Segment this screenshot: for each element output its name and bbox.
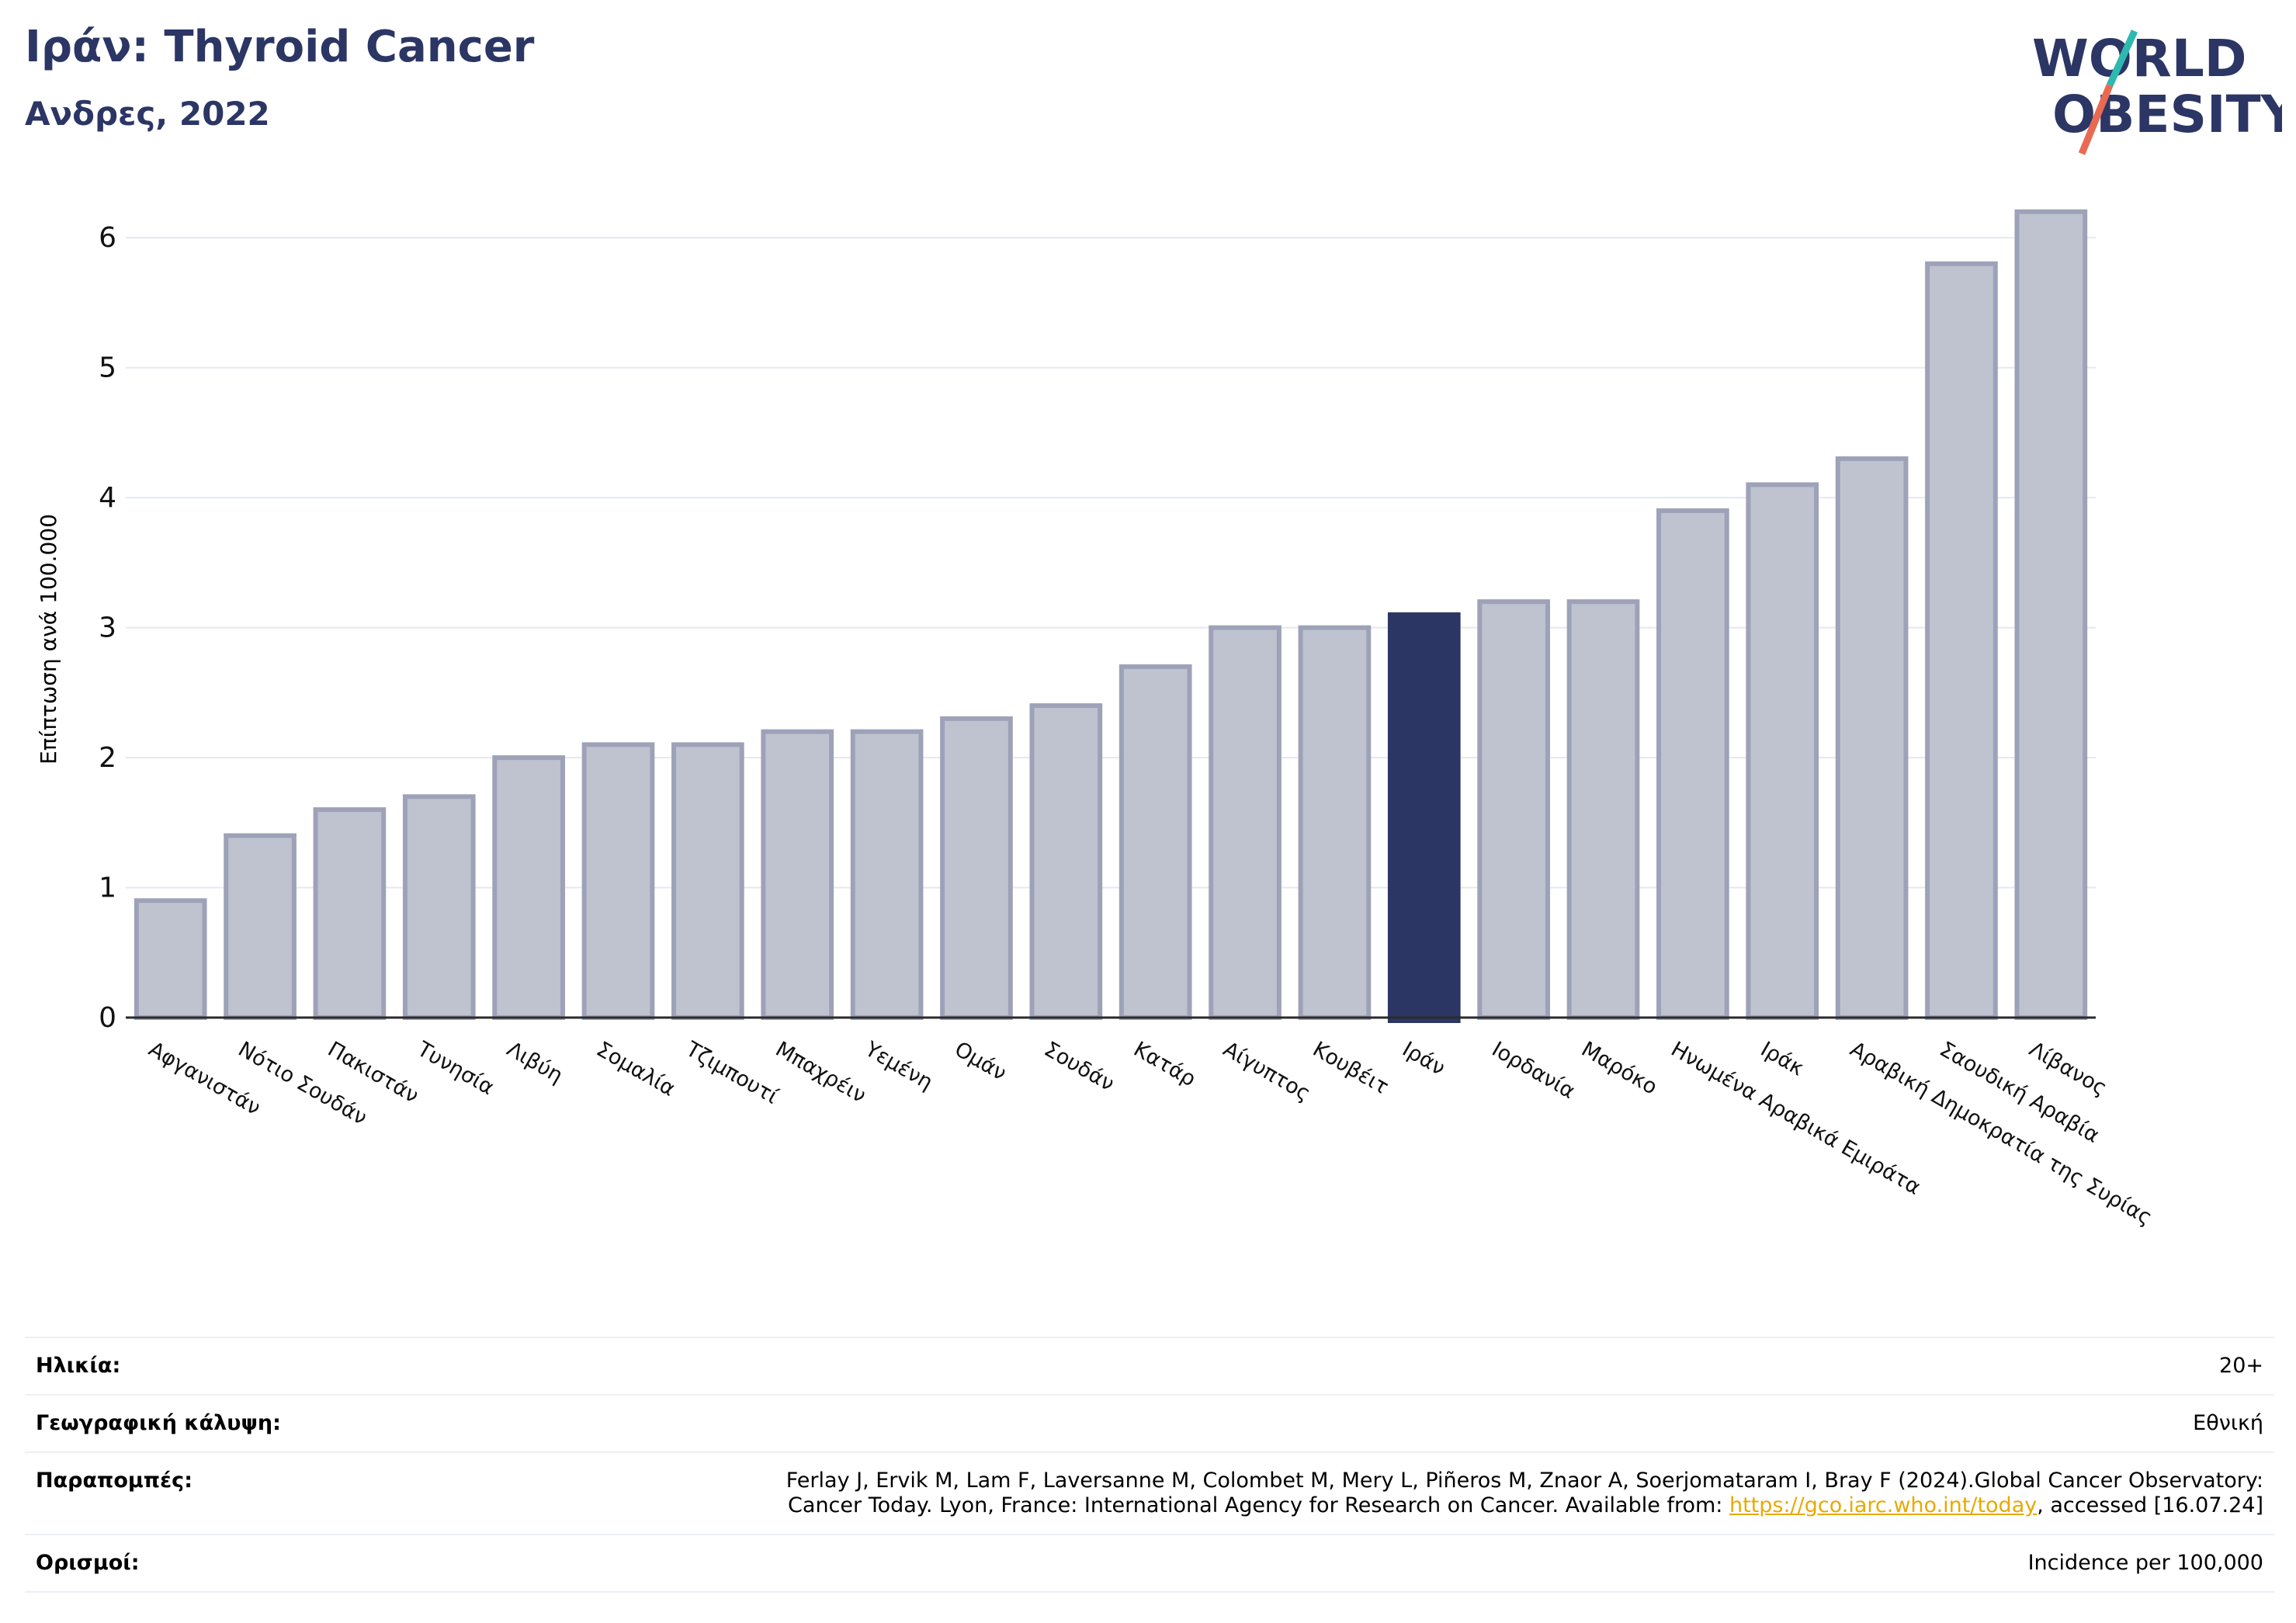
y-tick-label: 1 [99,872,116,904]
info-row-definitions: Ορισμοί: Incidence per 100,000 [25,1535,2274,1593]
bar-16 [1477,599,1550,1020]
x-tick-label: Κατάρ [1129,1037,1200,1091]
bar-19 [1746,482,1819,1020]
y-tick-label: 3 [99,612,116,644]
world-obesity-logo: WORLD OBESITY [2032,29,2282,155]
x-tick-label: Μπαχρέιν [772,1037,870,1108]
x-tick-label: Ιράκ [1757,1037,1809,1080]
page-title: Ιράν: Thyroid Cancer [25,22,535,72]
bar-13 [1209,625,1282,1020]
logo-slash-top [2106,29,2138,87]
bar-14 [1298,625,1372,1020]
bar-17 [1566,599,1640,1020]
definitions-value: Incidence per 100,000 [2027,1551,2263,1575]
definitions-label: Ορισμοί: [36,1551,140,1575]
references-label: Παραπομπές: [36,1469,192,1493]
x-tick-label: Τυνησία [412,1037,498,1101]
x-tick-label: Σομαλία [592,1037,679,1101]
bar-6 [581,742,655,1020]
bar-18 [1656,508,1729,1020]
references-link[interactable]: https://gco.iarc.who.int/today [1729,1493,2038,1517]
x-tick-label: Λιβύη [503,1037,567,1088]
coverage-value: Εθνική [2193,1411,2263,1435]
bar-9 [850,729,924,1020]
bar-21 [1925,261,1998,1020]
age-value: 20+ [2219,1354,2263,1378]
x-tick-label: Υεμένη [860,1037,937,1095]
info-row-age: Ηλικία: 20+ [25,1338,2274,1396]
bar-2 [224,833,297,1020]
x-tick-label: Ιράν [1398,1037,1449,1080]
bar-12 [1119,664,1192,1020]
y-tick-label: 2 [99,742,116,774]
bar-8 [761,729,834,1020]
age-label: Ηλικία: [36,1354,121,1378]
y-tick-label: 6 [99,222,116,254]
references-accessed: , accessed [16.07.24] [2037,1493,2263,1517]
x-tick-label: Τζιμπουτί [681,1037,782,1109]
info-row-references: Παραπομπές: Ferlay J, Ervik M, Lam F, La… [25,1453,2274,1535]
page-subtitle: Ανδρες, 2022 [25,95,270,133]
x-tick-label: Σουδάν [1040,1037,1119,1096]
x-tick-label: Αίγυπτος [1219,1037,1315,1106]
y-tick-label: 4 [99,482,116,514]
info-row-coverage: Γεωγραφική κάλυψη: Εθνική [25,1396,2274,1453]
bar-22 [2014,209,2088,1021]
x-tick-label: Ιορδανία [1488,1037,1580,1104]
bar-11 [1029,703,1103,1020]
bar-3 [313,807,387,1020]
bar-1 [134,898,207,1021]
coverage-label: Γεωγραφική κάλυψη: [36,1411,281,1435]
bar-10 [940,716,1013,1020]
info-table: Ηλικία: 20+ Γεωγραφική κάλυψη: Εθνική Πα… [25,1337,2274,1593]
x-tick-label: Κουβέιτ [1309,1037,1393,1099]
bar-4 [402,794,476,1021]
y-tick-label: 0 [99,1002,116,1034]
references-line-1: Ferlay J, Ervik M, Lam F, Laversanne M, … [786,1469,2263,1493]
y-tick-label: 5 [99,352,116,384]
x-tick-label: Αραβική Δημοκρατία της Συρίας [1846,1037,2156,1230]
logo-slash-bottom [2078,84,2114,155]
references-text: Cancer Today. Lyon, France: Internationa… [788,1493,1729,1517]
bar-5 [492,755,565,1020]
bar-7 [671,742,744,1020]
bars [134,209,2088,1023]
logo-text-world: WORLD [2032,29,2247,88]
y-tick-labels: 0 1 2 3 4 5 6 [99,222,116,1034]
x-tick-label: Μαρόκο [1577,1037,1661,1099]
y-axis-label: Επίπτωση ανά 100.000 [36,514,61,765]
x-tick-label: Ομάν [950,1037,1010,1086]
references-line-2: Cancer Today. Lyon, France: Internationa… [276,1493,2263,1518]
bar-15 [1387,612,1461,1023]
bar-20 [1835,456,1909,1020]
references-value: Ferlay J, Ervik M, Lam F, Laversanne M, … [276,1469,2263,1518]
